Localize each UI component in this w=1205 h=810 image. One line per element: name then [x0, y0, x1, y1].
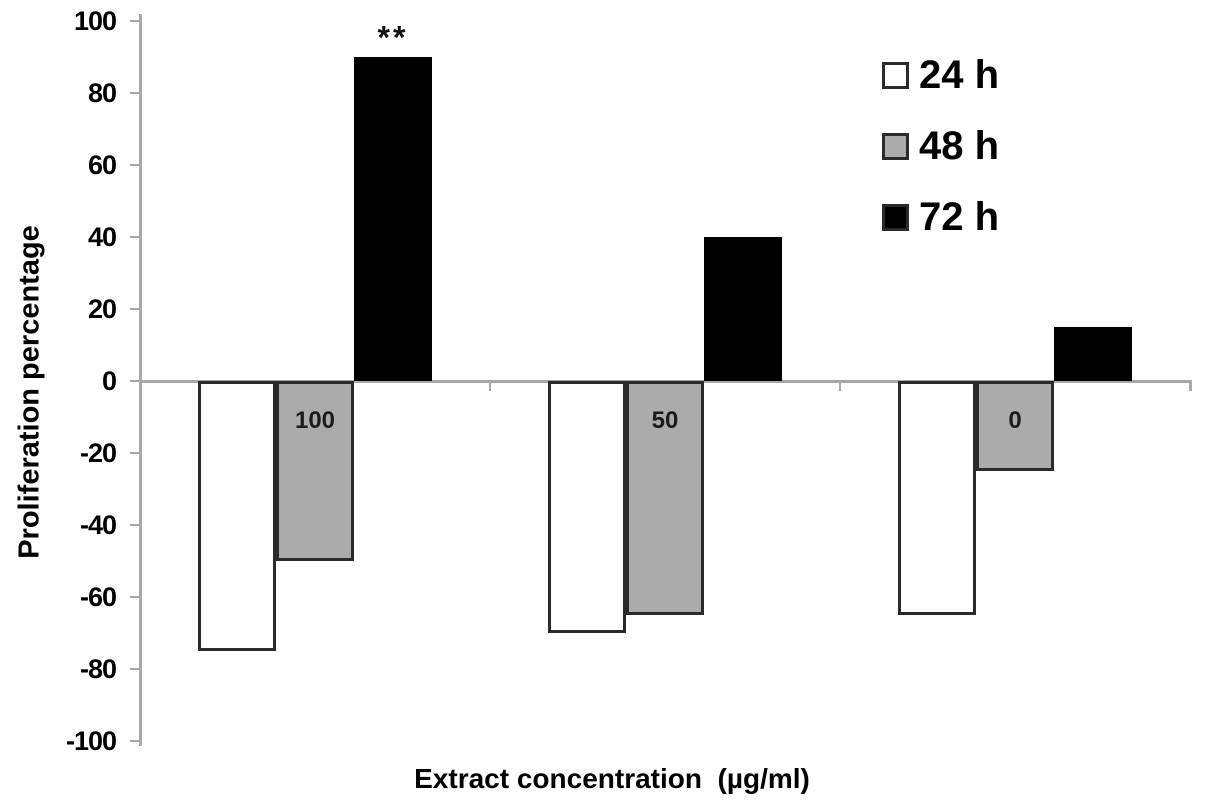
- y-tick-label: -20: [79, 438, 117, 468]
- bar-24h-50: [548, 381, 626, 633]
- legend-swatch-48h: [882, 132, 909, 160]
- bar-72h-100: [354, 57, 432, 381]
- y-tick: [130, 740, 139, 742]
- x-tick: [489, 381, 491, 391]
- y-tick-label: 40: [87, 222, 117, 252]
- legend-label-72h: 72 h: [919, 195, 1000, 239]
- x-tick: [1189, 381, 1191, 391]
- significance-marker: **: [377, 19, 409, 56]
- category-label: 100: [294, 407, 336, 434]
- bar-48h-50: [626, 381, 704, 615]
- legend-label-24h: 24 h: [919, 53, 1000, 97]
- bar-72h-0: [1054, 327, 1132, 381]
- y-tick-label: 0: [101, 366, 117, 396]
- y-tick: [130, 452, 139, 454]
- bar-48h-100: [276, 381, 354, 561]
- y-tick-label: 20: [87, 294, 117, 324]
- y-tick: [130, 164, 139, 166]
- category-label: 50: [651, 407, 679, 434]
- y-tick: [130, 308, 139, 310]
- bar-72h-50: [704, 237, 782, 381]
- y-axis-title: Proliferation percentage: [13, 225, 46, 559]
- y-tick: [130, 596, 139, 598]
- legend-item-48h: 48 h: [882, 123, 999, 169]
- y-tick-label: 100: [73, 6, 117, 36]
- y-tick-label: -60: [79, 582, 117, 612]
- y-tick: [130, 92, 139, 94]
- y-tick-label: 80: [87, 78, 117, 108]
- x-axis-title: Extract concentration (µg/ml): [414, 763, 810, 794]
- y-tick: [130, 524, 139, 526]
- bar-48h-0: [976, 381, 1054, 471]
- y-tick: [130, 380, 139, 382]
- legend-label-48h: 48 h: [919, 124, 1000, 168]
- y-tick: [130, 20, 139, 22]
- y-tick-label: 60: [87, 150, 117, 180]
- category-label: 0: [1008, 407, 1022, 434]
- legend-item-72h: 72 h: [882, 194, 999, 240]
- bar-24h-100: [198, 381, 276, 651]
- x-tick: [839, 381, 841, 391]
- y-tick: [130, 236, 139, 238]
- y-tick: [130, 668, 139, 670]
- y-tick-label: -40: [79, 510, 117, 540]
- legend-swatch-24h: [882, 61, 909, 89]
- legend: 24 h 48 h 72 h: [882, 52, 999, 240]
- legend-item-24h: 24 h: [882, 52, 999, 98]
- y-tick-label: -80: [79, 654, 117, 684]
- y-tick-label: -100: [65, 726, 117, 756]
- legend-swatch-72h: [882, 203, 909, 231]
- bar-24h-0: [898, 381, 976, 615]
